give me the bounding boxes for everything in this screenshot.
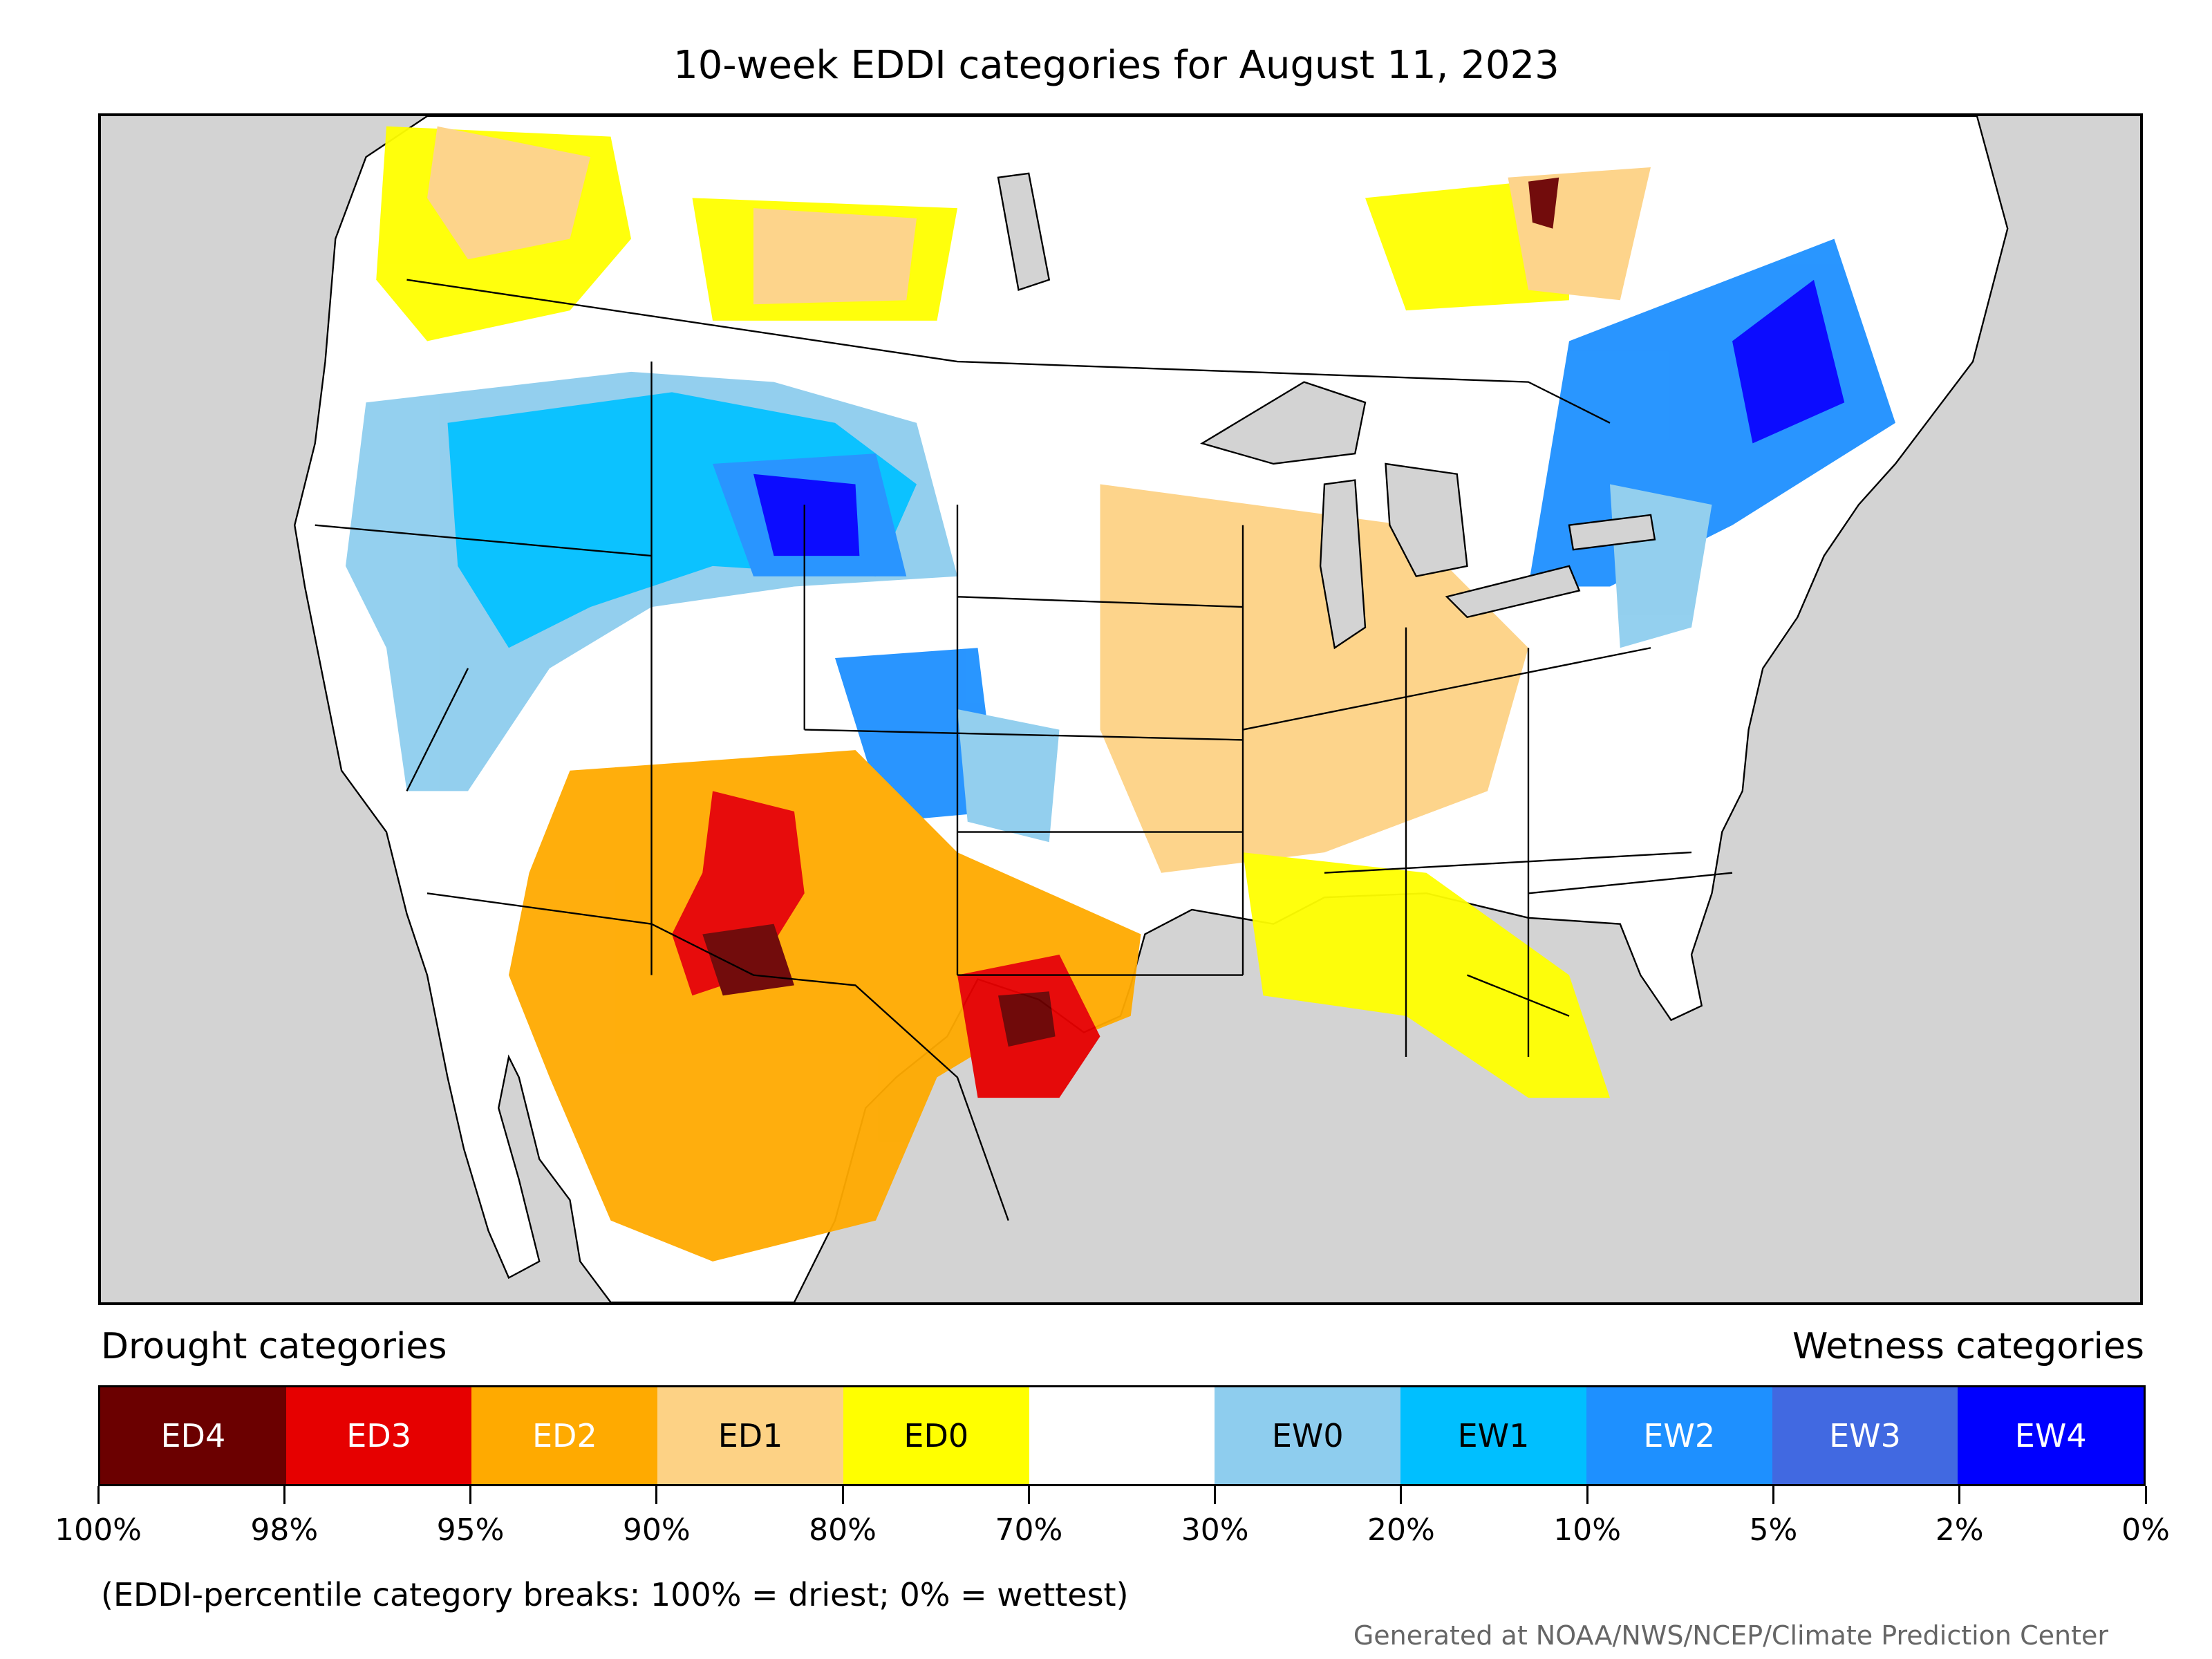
lake-ontario: [1568, 514, 1656, 551]
lake-erie: [1445, 565, 1581, 619]
colorbar-tick-label: 70%: [995, 1512, 1063, 1548]
colorbar-tick-label: 90%: [622, 1512, 691, 1548]
colorbar-ticks: [97, 1486, 2147, 1507]
colorbar-cell-ew2: EW2: [1586, 1387, 1772, 1484]
eddi-map: [98, 113, 2143, 1305]
colorbar-tick: [469, 1486, 472, 1504]
colorbar-tick-label: 5%: [1749, 1512, 1798, 1548]
colorbar-cell-ed0: ED0: [843, 1387, 1029, 1484]
region-ew4-maine: [1732, 279, 1845, 444]
colorbar-tick: [841, 1486, 844, 1504]
colorbar-cell-ew0: EW0: [1215, 1387, 1401, 1484]
colorbar-cell-ew3: EW3: [1772, 1387, 1958, 1484]
colorbar-tick: [1772, 1486, 1774, 1504]
region-ew2-northern-rockies: [447, 392, 917, 648]
us-canada-border: [406, 279, 1611, 424]
colorbar-cell-ed2: ED2: [471, 1387, 658, 1484]
lake-winnipeg: [997, 172, 1051, 292]
wetness-categories-heading: Wetness categories: [1792, 1326, 2144, 1367]
colorbar-tick: [1400, 1486, 1403, 1504]
percentile-footnote: (EDDI-percentile category breaks: 100% =…: [101, 1576, 1129, 1613]
colorbar-tick: [1214, 1486, 1217, 1504]
region-ew0-kansas: [957, 709, 1060, 843]
great-lakes: [997, 172, 1656, 650]
region-ed1-northwest: [427, 126, 590, 260]
colorbar-tick-label: 100%: [55, 1512, 142, 1548]
colorbar-tick: [283, 1486, 285, 1504]
drought-categories-heading: Drought categories: [101, 1326, 447, 1367]
region-ed4-texas: [998, 991, 1056, 1047]
category-colorbar: ED4 ED3 ED2 ED1 ED0 EW0 EW1 EW2 EW3 EW4: [98, 1385, 2146, 1486]
category-shading: [346, 126, 1895, 1262]
region-ed0-southeast: [1243, 852, 1610, 1098]
colorbar-tick-label: 10%: [1553, 1512, 1622, 1548]
colorbar-tick-label: 95%: [436, 1512, 505, 1548]
colorbar-tick-label: 2%: [1935, 1512, 1984, 1548]
colorbar-tick: [1027, 1486, 1030, 1504]
colorbar-tick: [655, 1486, 658, 1504]
colorbar-cell-ew1: EW1: [1400, 1387, 1586, 1484]
colorbar-tick: [1958, 1486, 1961, 1504]
colorbar-cell-ed3: ED3: [285, 1387, 472, 1484]
colorbar-tick-label: 20%: [1367, 1512, 1435, 1548]
colorbar-tick: [97, 1486, 100, 1504]
map-svg: [101, 116, 2140, 1302]
region-ed2-southwest: [509, 750, 1141, 1262]
lake-huron: [1385, 462, 1468, 578]
region-ew4-wyoming: [753, 474, 860, 556]
chart-title: 10-week EDDI categories for August 11, 2…: [673, 43, 1559, 88]
borders: [315, 279, 1733, 1221]
colorbar-cell-normal: [1029, 1387, 1215, 1484]
lake-superior: [1200, 381, 1367, 465]
state-lines: [315, 362, 1733, 1057]
us-mexico-border: [427, 892, 1009, 1221]
colorbar-cell-ed4: ED4: [100, 1387, 286, 1484]
colorbar-cell-ew4: EW4: [1958, 1387, 2144, 1484]
colorbar-tick-label: 98%: [250, 1512, 319, 1548]
region-ed1-midwest: [1100, 484, 1528, 873]
region-ed1-canada: [753, 208, 917, 305]
colorbar-tick: [2144, 1486, 2147, 1504]
colorbar-cell-ed1: ED1: [657, 1387, 843, 1484]
colorbar-tick-label: 30%: [1181, 1512, 1249, 1548]
region-ed3-ontario: [1528, 177, 1559, 229]
colorbar-tick-label: 0%: [2121, 1512, 2170, 1548]
lake-michigan: [1319, 479, 1367, 650]
colorbar-tick-label: 80%: [809, 1512, 877, 1548]
credit-line: Generated at NOAA/NWS/NCEP/Climate Predi…: [1353, 1620, 2108, 1651]
colorbar-tick: [1586, 1486, 1588, 1504]
